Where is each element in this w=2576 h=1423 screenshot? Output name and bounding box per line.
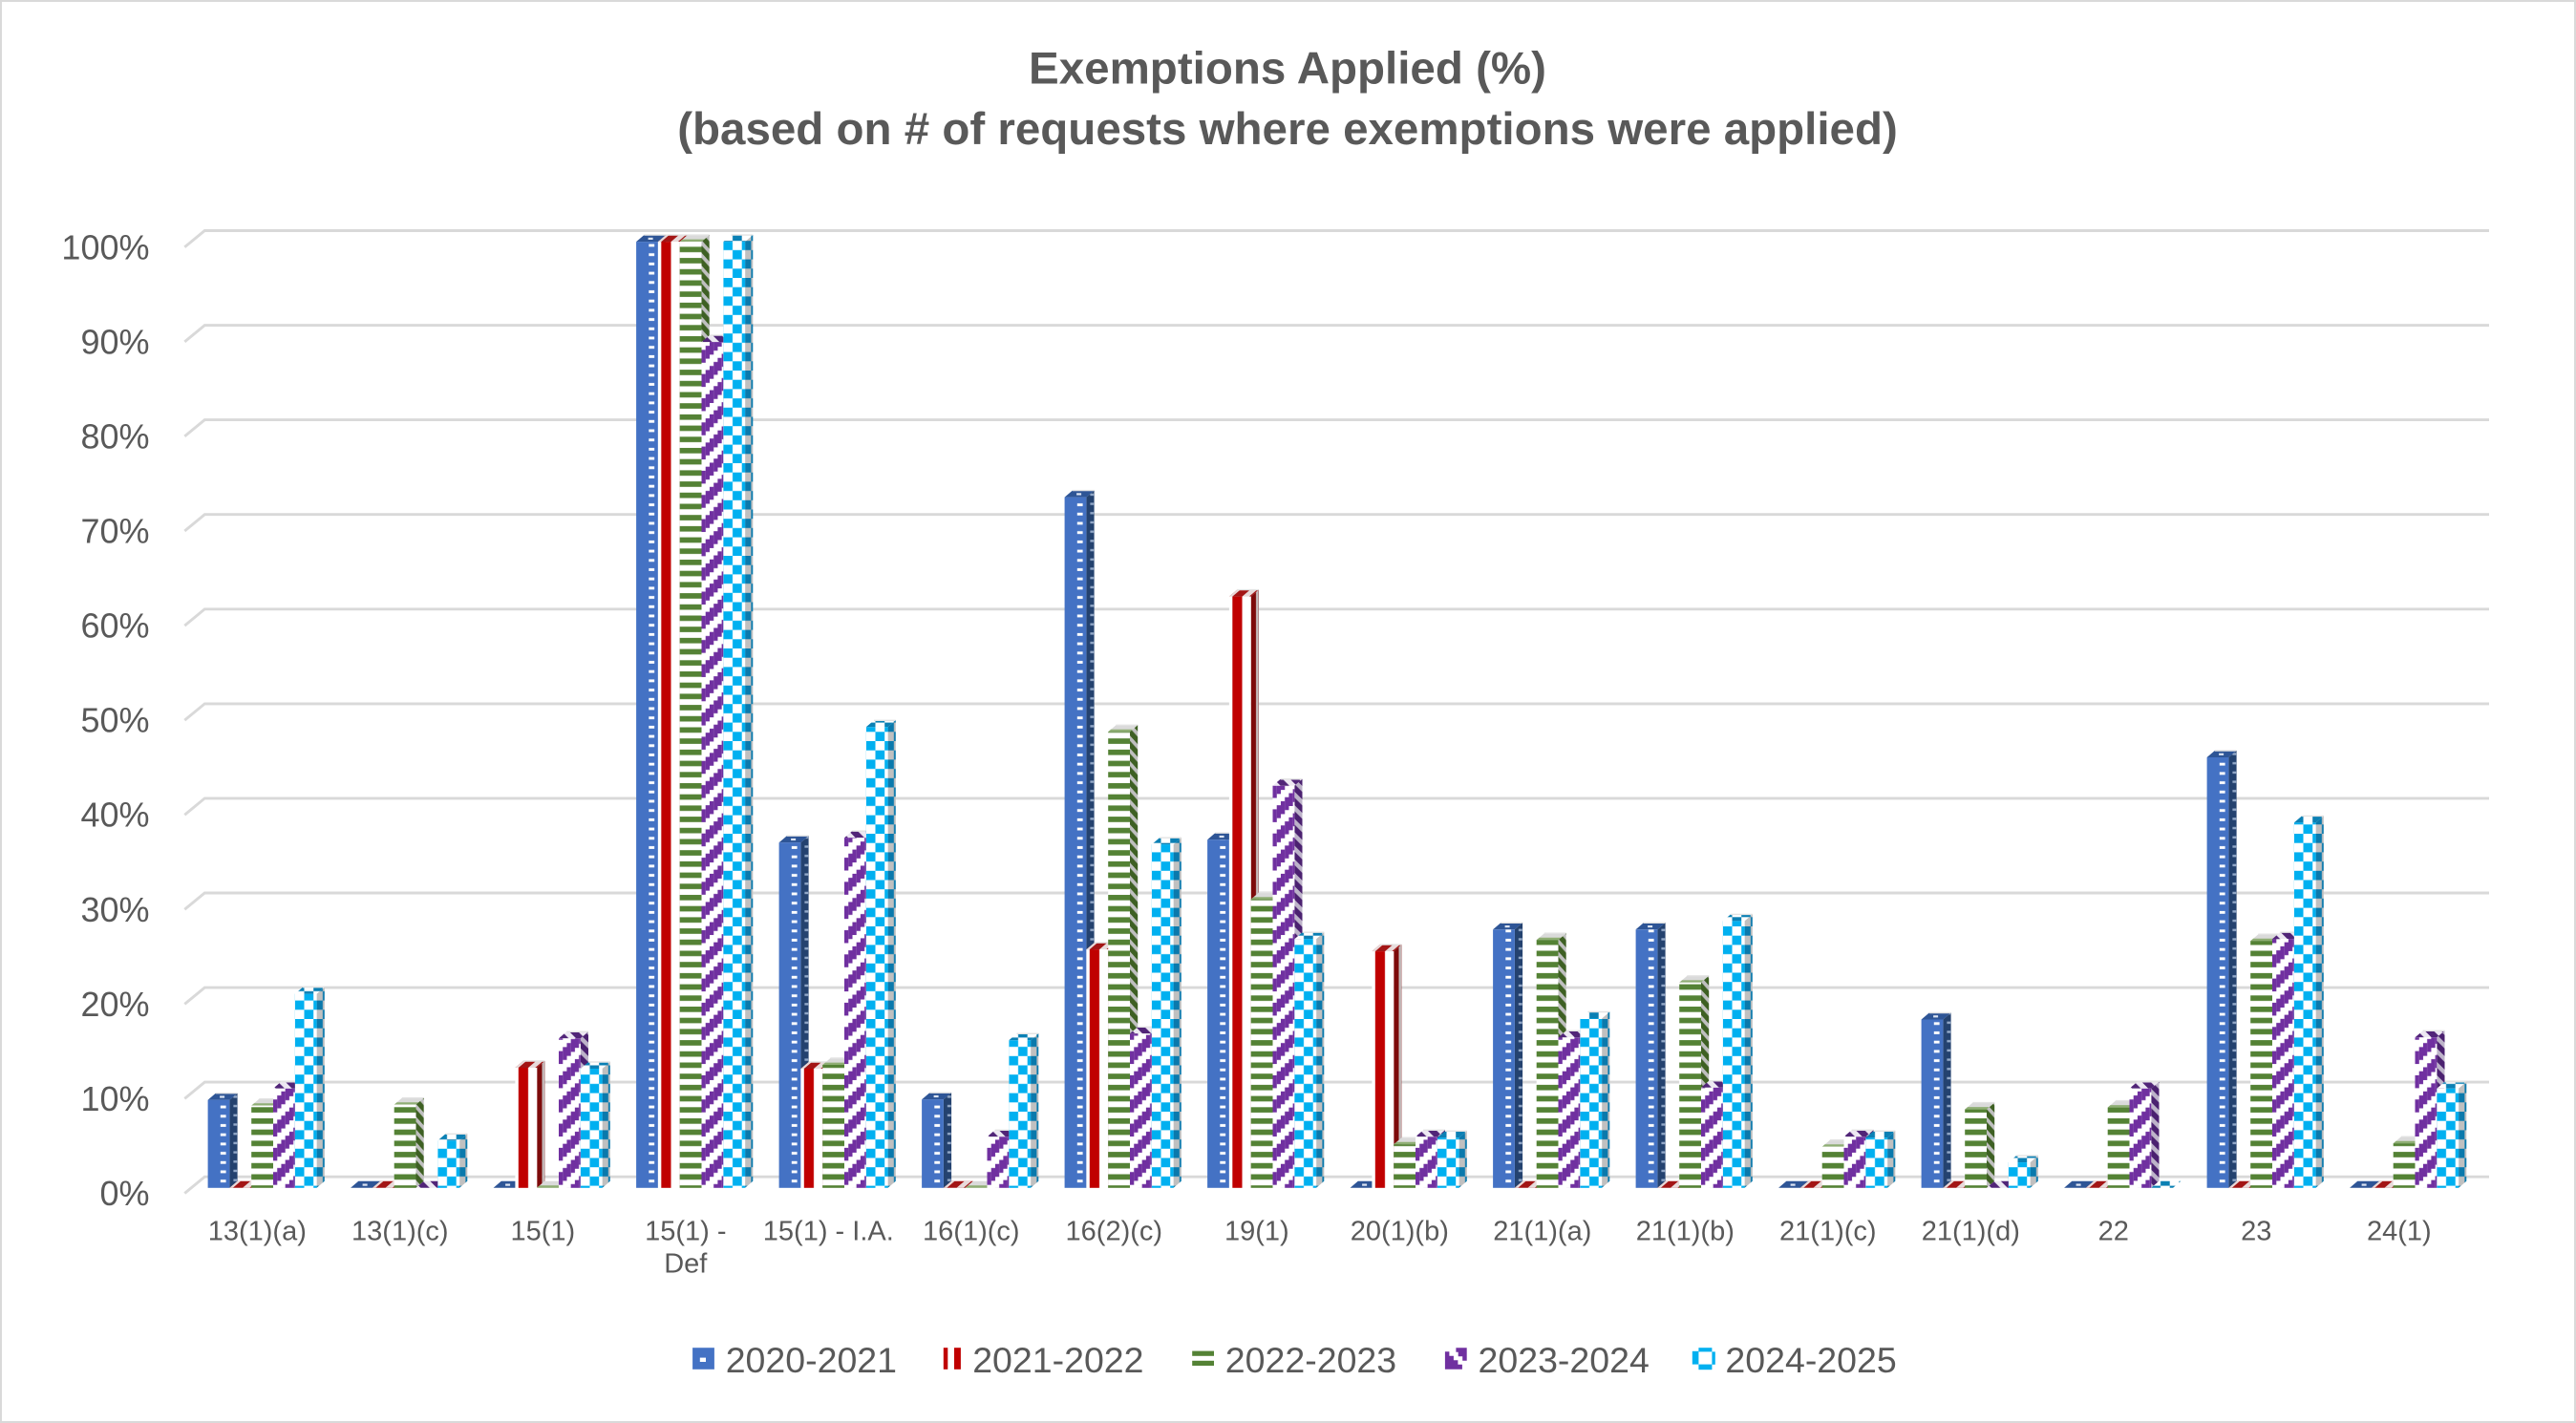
svg-text:15(1) -: 15(1) - <box>645 1216 726 1246</box>
svg-text:23: 23 <box>2241 1216 2271 1246</box>
svg-text:80%: 80% <box>80 416 149 456</box>
svg-text:0%: 0% <box>99 1174 149 1213</box>
svg-text:2020-2021: 2020-2021 <box>726 1340 897 1380</box>
svg-text:15(1) - I.A.: 15(1) - I.A. <box>763 1216 894 1246</box>
svg-text:10%: 10% <box>80 1079 149 1118</box>
svg-text:20%: 20% <box>80 985 149 1024</box>
svg-text:21(1)(b): 21(1)(b) <box>1636 1216 1735 1246</box>
svg-text:2023-2024: 2023-2024 <box>1479 1340 1650 1380</box>
svg-text:19(1): 19(1) <box>1224 1216 1289 1246</box>
svg-text:60%: 60% <box>80 606 149 646</box>
svg-text:20(1)(b): 20(1)(b) <box>1351 1216 1449 1246</box>
svg-text:50%: 50% <box>80 701 149 740</box>
svg-text:Exemptions Applied (%): Exemptions Applied (%) <box>1029 44 1546 95</box>
svg-text:21(1)(a): 21(1)(a) <box>1493 1216 1591 1246</box>
svg-text:30%: 30% <box>80 890 149 929</box>
svg-text:2024-2025: 2024-2025 <box>1725 1340 1896 1380</box>
svg-text:16(1)(c): 16(1)(c) <box>923 1216 1020 1246</box>
svg-text:16(2)(c): 16(2)(c) <box>1066 1216 1163 1246</box>
svg-text:2021-2022: 2021-2022 <box>972 1340 1143 1380</box>
svg-text:13(1)(c): 13(1)(c) <box>351 1216 449 1246</box>
svg-text:(based on # of requests where: (based on # of requests where exemptions… <box>677 104 1898 155</box>
svg-text:21(1)(c): 21(1)(c) <box>1779 1216 1877 1246</box>
svg-text:13(1)(a): 13(1)(a) <box>208 1216 307 1246</box>
svg-text:100%: 100% <box>61 227 149 266</box>
svg-text:15(1): 15(1) <box>510 1216 575 1246</box>
svg-text:24(1): 24(1) <box>2367 1216 2432 1246</box>
svg-text:21(1)(d): 21(1)(d) <box>1922 1216 2020 1246</box>
svg-text:70%: 70% <box>80 512 149 551</box>
svg-text:40%: 40% <box>80 796 149 835</box>
svg-text:Def: Def <box>664 1248 708 1279</box>
svg-text:90%: 90% <box>80 322 149 361</box>
svg-text:2022-2023: 2022-2023 <box>1225 1340 1396 1380</box>
svg-text:22: 22 <box>2098 1216 2129 1246</box>
